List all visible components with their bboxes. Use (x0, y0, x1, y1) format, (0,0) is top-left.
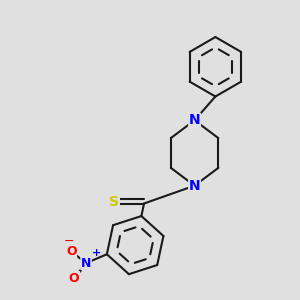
Text: N: N (189, 113, 200, 127)
Text: −: − (64, 235, 74, 248)
Text: N: N (189, 179, 200, 193)
Text: +: + (92, 248, 101, 258)
Text: O: O (66, 245, 76, 258)
Text: S: S (109, 195, 119, 209)
Text: O: O (69, 272, 80, 284)
Text: N: N (81, 257, 91, 270)
